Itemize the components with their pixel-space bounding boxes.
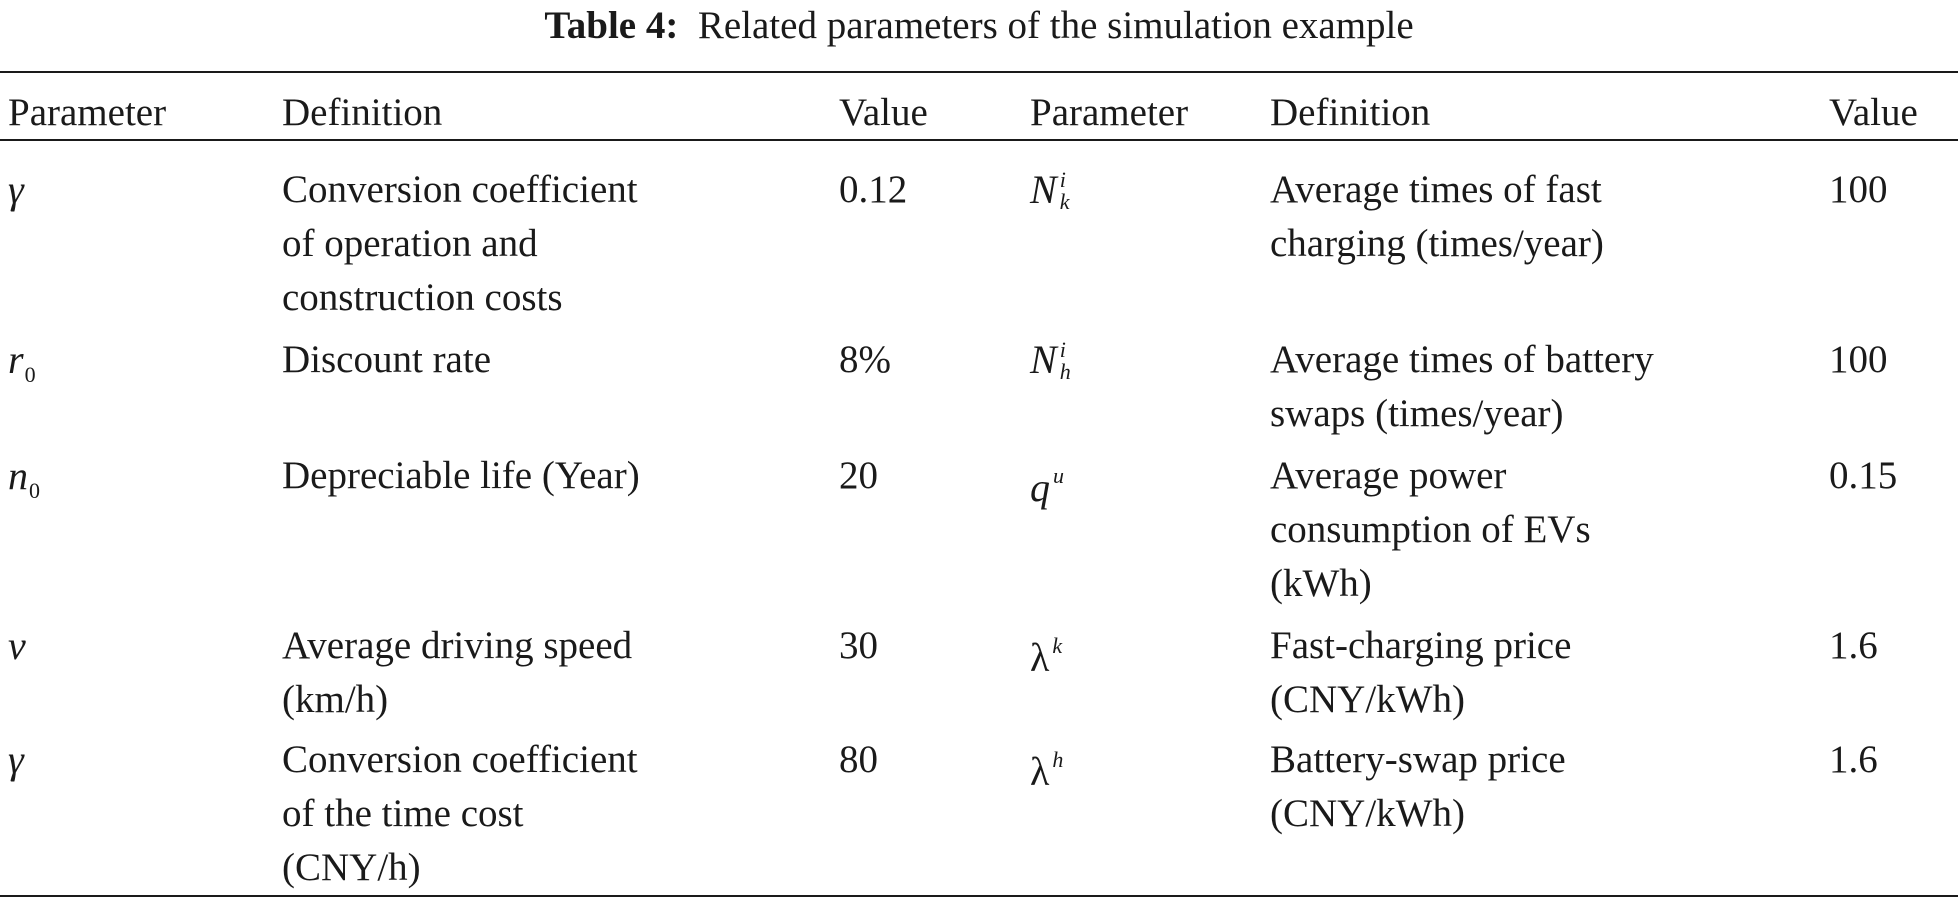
- definition-conversion-coefficient-time: Conversion coefficient of the time cost …: [282, 733, 638, 895]
- definition-line: Conversion coefficient: [282, 738, 638, 781]
- param-gamma-operation-symbol: γ: [8, 167, 24, 212]
- definition-fast-charging-price: Fast-charging price (CNY/kWh): [1270, 619, 1571, 727]
- definition-line: Depreciable life (Year): [282, 454, 640, 497]
- definition-discount-rate: Discount rate: [282, 333, 491, 387]
- value-battery-swap-price: 1.6: [1829, 738, 1878, 781]
- definition-line: Discount rate: [282, 338, 492, 381]
- definition-line: of the time cost: [282, 792, 524, 835]
- definition-line: construction costs: [282, 276, 563, 319]
- param-gamma-time-symbol: γ: [8, 737, 24, 782]
- param-lambda-h-symbol: λ: [1030, 749, 1050, 794]
- param-n-k-symbol: N: [1030, 167, 1057, 212]
- definition-line: consumption of EVs: [1270, 508, 1591, 551]
- definition-line: swaps (times/year): [1270, 392, 1564, 435]
- definition-line: (kWh): [1270, 562, 1372, 605]
- definition-line: Average times of battery: [1270, 338, 1654, 381]
- definition-battery-swap-times: Average times of battery swaps (times/ye…: [1270, 333, 1654, 441]
- param-v-symbol: v: [8, 623, 26, 668]
- header-value-left: Value: [839, 91, 928, 134]
- value-power-consumption: 0.15: [1829, 454, 1898, 497]
- param-r0-subscript: 0: [24, 362, 36, 387]
- definition-line: (CNY/h): [282, 846, 421, 889]
- definition-line: Fast-charging price: [1270, 624, 1572, 667]
- definition-line: of operation and: [282, 222, 538, 265]
- header-definition-left: Definition: [282, 91, 443, 134]
- value-depreciable-life: 20: [839, 454, 878, 497]
- param-lambda-k-superscript: k: [1052, 633, 1063, 658]
- table-top-rule: [0, 71, 1958, 73]
- definition-line: Average power: [1270, 454, 1507, 497]
- value-fast-charging-price: 1.6: [1829, 624, 1878, 667]
- param-r0: r0: [8, 333, 36, 402]
- table-header-rule: [0, 139, 1958, 141]
- header-definition-right: Definition: [1270, 91, 1431, 134]
- definition-fast-charging-times: Average times of fast charging (times/ye…: [1270, 163, 1604, 271]
- definition-line: Average driving speed: [282, 624, 633, 667]
- definition-driving-speed: Average driving speed (km/h): [282, 619, 632, 727]
- param-q-u-superscript: u: [1053, 463, 1064, 488]
- param-gamma-operation: γ: [8, 163, 24, 218]
- table-caption-text: Related parameters of the simulation exa…: [697, 4, 1414, 47]
- param-lambda-h-superscript: h: [1052, 747, 1064, 772]
- param-n-h-symbol: N: [1030, 337, 1057, 382]
- definition-line: (CNY/kWh): [1270, 678, 1465, 721]
- value-driving-speed: 30: [839, 624, 878, 667]
- param-n-h-subscript: h: [1059, 359, 1071, 384]
- definition-line: Conversion coefficient: [282, 168, 638, 211]
- param-gamma-time: γ: [8, 733, 24, 788]
- table-caption: Table 4: Related parameters of the simul…: [0, 0, 1958, 60]
- definition-battery-swap-price: Battery-swap price (CNY/kWh): [1270, 733, 1566, 841]
- definition-line: (km/h): [282, 678, 389, 721]
- param-n0-symbol: n: [8, 453, 28, 498]
- param-r0-symbol: r: [8, 337, 24, 382]
- param-n0-subscript: 0: [29, 478, 40, 503]
- definition-depreciable-life: Depreciable life (Year): [282, 449, 640, 503]
- header-parameter-right: Parameter: [1030, 91, 1189, 134]
- param-q-u-symbol: q: [1030, 465, 1050, 510]
- definition-power-consumption: Average power consumption of EVs (kWh): [1270, 449, 1591, 611]
- header-value-right: Value: [1829, 91, 1918, 134]
- value-conversion-coefficient-time: 80: [839, 738, 878, 781]
- table-bottom-rule: [0, 895, 1958, 897]
- definition-conversion-coefficient-operation: Conversion coefficient of operation and …: [282, 163, 638, 325]
- value-battery-swap-times: 100: [1829, 338, 1888, 381]
- value-fast-charging-times: 100: [1829, 168, 1888, 211]
- param-lambda-k-symbol: λ: [1030, 635, 1050, 680]
- param-n-k-subscript: k: [1059, 189, 1070, 214]
- table-caption-label: Table 4:: [544, 4, 679, 47]
- param-n0: n0: [8, 449, 40, 518]
- param-n-h-superscript: i: [1059, 337, 1066, 362]
- value-discount-rate: 8%: [839, 338, 891, 381]
- header-parameter-left: Parameter: [8, 91, 167, 134]
- param-v: v: [8, 619, 26, 674]
- definition-line: (CNY/kWh): [1270, 792, 1465, 835]
- definition-line: Battery-swap price: [1270, 738, 1566, 781]
- param-n-k-superscript: i: [1059, 167, 1066, 192]
- definition-line: Average times of fast: [1270, 168, 1602, 211]
- definition-line: charging (times/year): [1270, 222, 1604, 265]
- value-conversion-coefficient-operation: 0.12: [839, 168, 908, 211]
